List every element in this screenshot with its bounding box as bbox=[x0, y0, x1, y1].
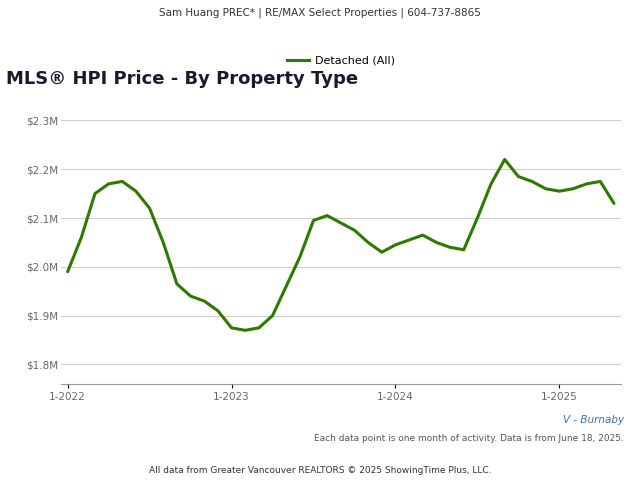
Text: V - Burnaby: V - Burnaby bbox=[563, 415, 624, 425]
Text: Each data point is one month of activity. Data is from June 18, 2025.: Each data point is one month of activity… bbox=[314, 434, 624, 444]
Text: All data from Greater Vancouver REALTORS © 2025 ShowingTime Plus, LLC.: All data from Greater Vancouver REALTORS… bbox=[148, 466, 492, 475]
Legend: Detached (All): Detached (All) bbox=[282, 51, 399, 70]
Text: Sam Huang PREC* | RE/MAX Select Properties | 604-737-8865: Sam Huang PREC* | RE/MAX Select Properti… bbox=[159, 8, 481, 18]
Text: MLS® HPI Price - By Property Type: MLS® HPI Price - By Property Type bbox=[6, 70, 358, 88]
